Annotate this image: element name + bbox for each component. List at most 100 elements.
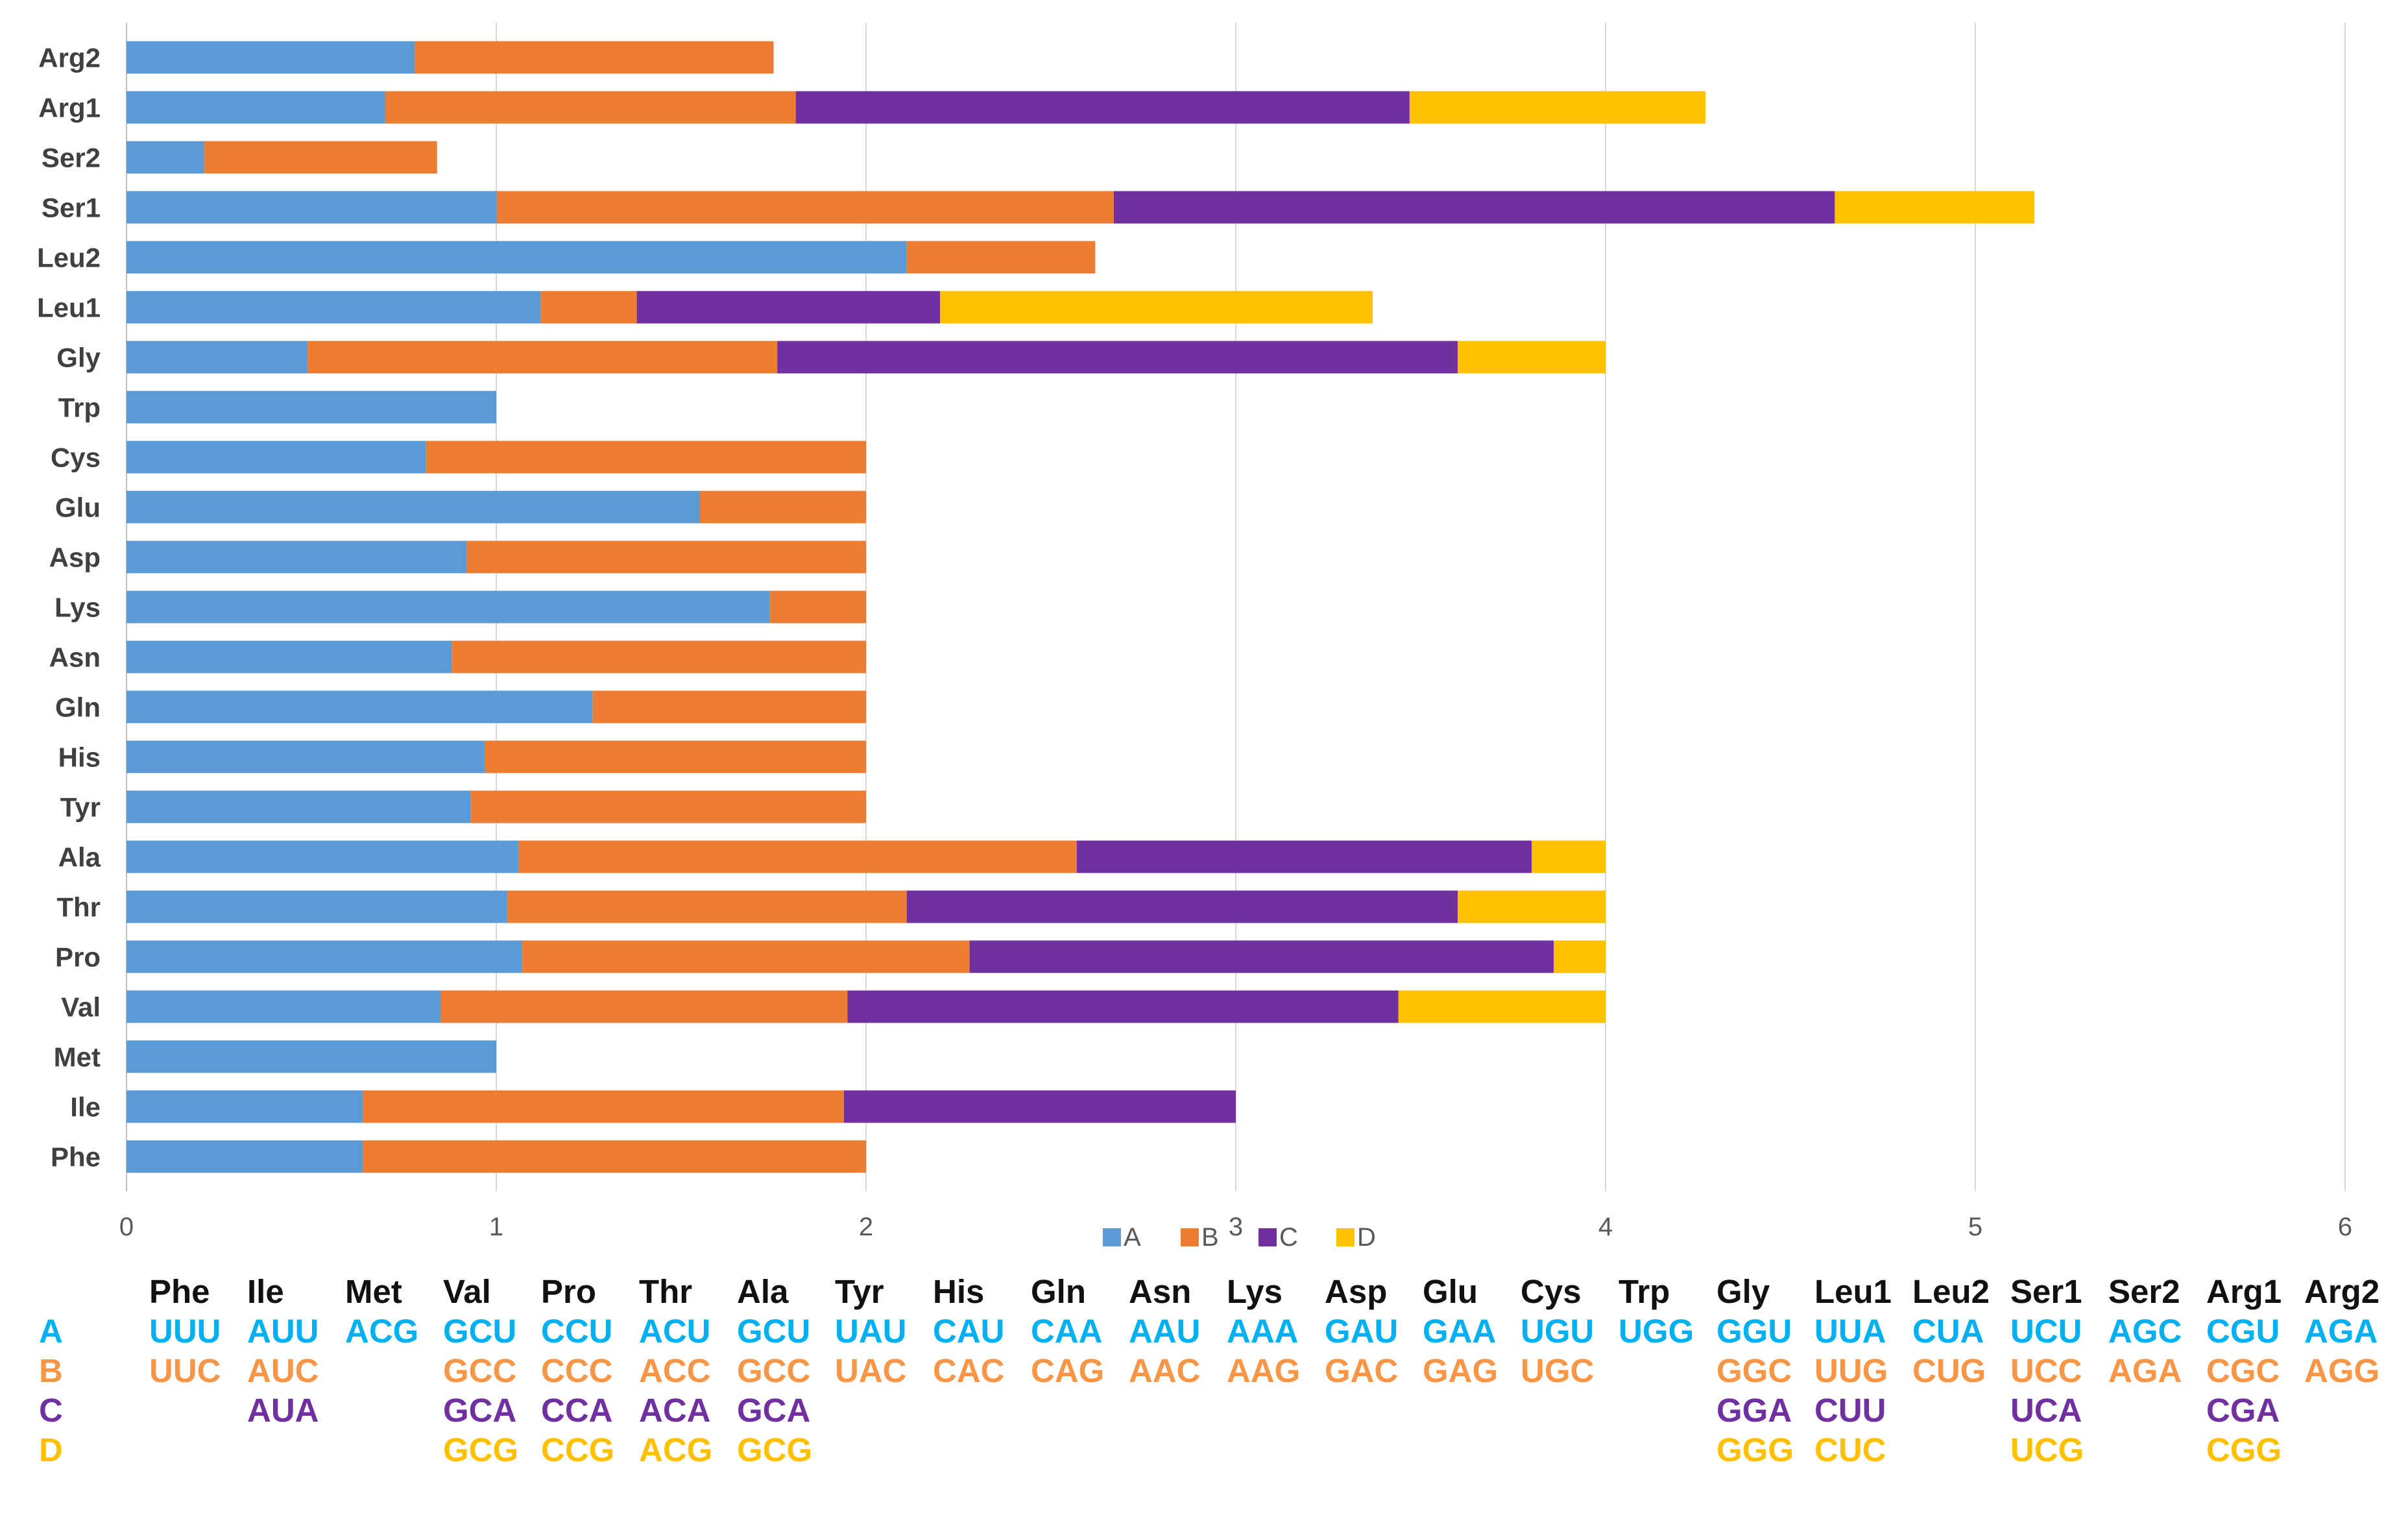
codon-cell bbox=[1521, 1430, 1619, 1470]
codon-cell: CUU bbox=[1814, 1392, 1886, 1429]
bar-segment-A bbox=[126, 1040, 496, 1073]
legend-swatch-D bbox=[1336, 1228, 1354, 1246]
codon-cell: AGG bbox=[2304, 1352, 2380, 1389]
bar-segment-B bbox=[518, 840, 1077, 873]
codon-cell bbox=[247, 1430, 345, 1470]
codon-column-header: Met bbox=[345, 1273, 402, 1310]
codon-cell: UAC bbox=[835, 1352, 907, 1389]
codon-column-header: Val bbox=[443, 1273, 491, 1310]
codon-cell bbox=[149, 1430, 247, 1470]
codon-row-A: A UUU AUU ACG GCU CCU ACU GCU UAU CAU CAA AAU AAA GAU… bbox=[39, 1311, 2402, 1351]
x-tick-label: 5 bbox=[1968, 1213, 1982, 1241]
category-label: Thr bbox=[56, 892, 101, 923]
category-label: Met bbox=[54, 1042, 101, 1073]
legend-swatch-A bbox=[1103, 1228, 1121, 1246]
x-tick-label: 6 bbox=[2338, 1213, 2352, 1241]
codon-column-header: Asp bbox=[1325, 1273, 1388, 1310]
legend: A B C D bbox=[1103, 1223, 1376, 1252]
codon-cell: GGU bbox=[1716, 1313, 1792, 1350]
bar-segment-C bbox=[969, 940, 1554, 973]
category-label: Pro bbox=[55, 942, 101, 973]
codon-cell: CCA bbox=[541, 1392, 613, 1429]
bar-segment-B bbox=[451, 640, 866, 674]
codon-cell: AAG bbox=[1227, 1352, 1301, 1389]
codon-cell bbox=[345, 1351, 443, 1390]
codon-cell bbox=[933, 1430, 1031, 1470]
bars bbox=[126, 41, 2035, 1173]
bar-segment-A bbox=[126, 640, 452, 674]
bar-segment-B bbox=[507, 890, 907, 923]
codon-cell: ACC bbox=[639, 1352, 711, 1389]
codon-cell: GCA bbox=[443, 1392, 517, 1429]
codon-column-header: Cys bbox=[1521, 1273, 1582, 1310]
legend-label-D: D bbox=[1357, 1223, 1376, 1252]
bar-segment-C bbox=[1076, 840, 1532, 873]
codon-column-header: Ser2 bbox=[2108, 1273, 2180, 1310]
codon-cell: UGU bbox=[1521, 1313, 1595, 1350]
bar-segment-A bbox=[126, 940, 522, 973]
x-tick-label: 3 bbox=[1229, 1213, 1243, 1241]
bar-segment-C bbox=[1113, 191, 1835, 224]
codon-row-label: B bbox=[39, 1352, 63, 1389]
category-label: Gly bbox=[56, 343, 101, 373]
bar-segment-A bbox=[126, 690, 593, 723]
codon-cell: AAC bbox=[1129, 1352, 1201, 1389]
bar-segment-A bbox=[126, 441, 426, 474]
codon-cell: CUA bbox=[1912, 1313, 1984, 1350]
bar-segment-A bbox=[126, 1090, 363, 1123]
codon-row-label: A bbox=[39, 1313, 63, 1350]
legend-label-B: B bbox=[1201, 1223, 1219, 1252]
bar-segment-B bbox=[769, 590, 866, 624]
codon-column-header: Pro bbox=[541, 1273, 597, 1310]
codon-cell: CGC bbox=[2206, 1352, 2280, 1389]
codon-row-label: D bbox=[39, 1431, 63, 1468]
codon-cell: GCU bbox=[443, 1313, 517, 1350]
codon-cell: AGA bbox=[2304, 1313, 2378, 1350]
bar-segment-A bbox=[126, 241, 907, 274]
category-label: Arg1 bbox=[38, 93, 101, 123]
codon-cell: AUA bbox=[247, 1392, 319, 1429]
codon-cell: UUC bbox=[149, 1352, 221, 1389]
codon-column-header: Ile bbox=[247, 1273, 284, 1310]
category-label: Ser1 bbox=[42, 193, 101, 223]
codon-cell: CAG bbox=[1031, 1352, 1105, 1389]
codon-cell bbox=[1912, 1430, 2010, 1470]
codon-cell: GCG bbox=[737, 1431, 813, 1468]
codon-cell: CUG bbox=[1912, 1352, 1986, 1389]
codon-cell: CCC bbox=[541, 1352, 613, 1389]
codon-column-header: Asn bbox=[1129, 1273, 1192, 1310]
bar-segment-C bbox=[636, 291, 940, 324]
codon-column-header: Gln bbox=[1031, 1273, 1086, 1310]
codon-cell bbox=[345, 1390, 443, 1430]
bar-segment-D bbox=[1458, 890, 1606, 923]
bar-segment-B bbox=[204, 141, 437, 174]
codon-column-header: Tyr bbox=[835, 1273, 884, 1310]
x-tick-label: 4 bbox=[1598, 1213, 1613, 1241]
codon-cell: CAU bbox=[933, 1313, 1005, 1350]
codon-cell: ACG bbox=[639, 1431, 713, 1468]
codon-cell: CAC bbox=[933, 1352, 1005, 1389]
codon-cell: CGA bbox=[2206, 1392, 2280, 1429]
codon-cell bbox=[1521, 1390, 1619, 1430]
codon-cell: UCU bbox=[2010, 1313, 2082, 1350]
bar-segment-D bbox=[1554, 940, 1606, 973]
codon-cell: CUC bbox=[1814, 1431, 1886, 1468]
codon-cell bbox=[1619, 1430, 1716, 1470]
codon-cell: UGG bbox=[1619, 1313, 1694, 1350]
codon-column-header: Arg1 bbox=[2206, 1273, 2282, 1310]
bar-segment-D bbox=[1835, 191, 2035, 224]
x-tick-label: 1 bbox=[489, 1213, 503, 1241]
codon-column-header: Leu2 bbox=[1912, 1273, 1990, 1310]
codon-cell: GCC bbox=[443, 1352, 517, 1389]
codon-cell bbox=[345, 1430, 443, 1470]
bar-segment-D bbox=[1532, 840, 1606, 873]
codon-cell: AAA bbox=[1227, 1313, 1299, 1350]
codon-table-header-row: Phe Ile Met Val Pro Thr Ala Tyr His Gln Asn Lys Asp G… bbox=[39, 1272, 2402, 1311]
bar-segment-A bbox=[126, 790, 471, 823]
category-label: Tyr bbox=[60, 792, 101, 823]
codon-cell: GAA bbox=[1423, 1313, 1497, 1350]
bar-segment-A bbox=[126, 191, 496, 224]
codon-cell: CGG bbox=[2206, 1431, 2282, 1468]
codon-cell: UGC bbox=[1521, 1352, 1595, 1389]
bar-segment-A bbox=[126, 890, 508, 923]
